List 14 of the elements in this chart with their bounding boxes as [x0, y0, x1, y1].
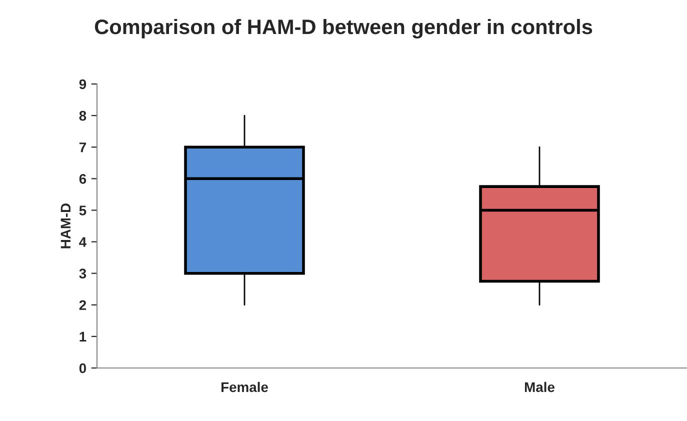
y-tick-label: 7 [79, 142, 86, 152]
y-tick-label: 5 [79, 206, 86, 216]
x-tick-label: Female [222, 382, 268, 392]
y-tick-label: 9 [79, 79, 86, 90]
y-axis-title: HAM-D [60, 203, 70, 248]
y-tick-label: 2 [79, 300, 86, 310]
y-tick-label: 4 [79, 237, 87, 247]
chart-title: Comparison of HAM-D between gender in controls [94, 18, 592, 38]
y-tick-label: 6 [79, 174, 86, 184]
y-tick-label: 0 [79, 363, 86, 374]
y-tick-label: 8 [79, 110, 86, 121]
y-tick-label: 1 [80, 332, 86, 342]
y-tick-label: 3 [79, 268, 86, 279]
x-tick-label: Male [524, 382, 554, 392]
